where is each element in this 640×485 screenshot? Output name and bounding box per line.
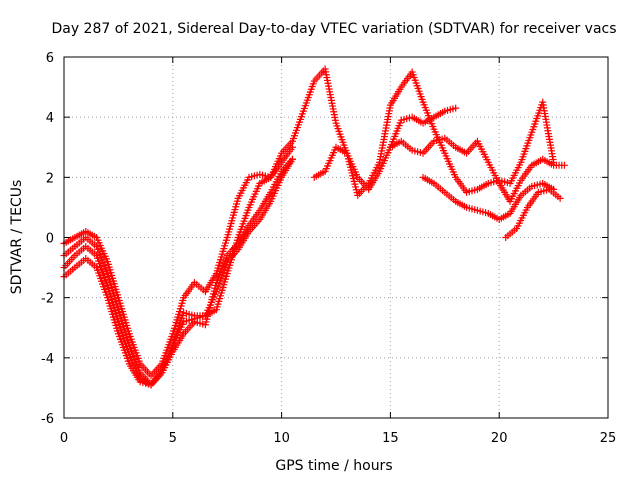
- x-tick-label: 25: [600, 431, 617, 446]
- x-tick-label: 15: [382, 431, 399, 446]
- y-tick-label: 4: [46, 111, 54, 126]
- x-axis-label: GPS time / hours: [275, 458, 392, 474]
- data-point: [560, 161, 568, 169]
- y-tick-label: 0: [46, 232, 54, 247]
- y-tick-label: -4: [41, 352, 54, 367]
- y-axis-label: SDTVAR / TECUs: [9, 180, 25, 295]
- series-trace-4: [60, 155, 296, 389]
- data-point: [288, 155, 296, 163]
- y-tick-label: -6: [41, 412, 54, 427]
- data-point: [452, 104, 460, 112]
- series-trace-5: [310, 104, 460, 193]
- data-point: [556, 194, 564, 202]
- x-tick-label: 10: [273, 431, 290, 446]
- series-trace-8: [502, 185, 564, 241]
- x-tick-label: 0: [60, 431, 68, 446]
- tick-layer: 0 5 10 15 20 25 -6 -4 -2 0 2 4 6: [41, 51, 616, 446]
- series-trace-3: [60, 155, 296, 389]
- series-trace-6: [386, 134, 568, 205]
- y-tick-label: 6: [46, 51, 54, 66]
- y-tick-label: -2: [41, 292, 54, 307]
- x-tick-label: 5: [169, 431, 177, 446]
- series-trace-7: [419, 173, 558, 223]
- chart-title: Day 287 of 2021, Sidereal Day-to-day VTE…: [51, 21, 616, 37]
- data-layer: [60, 65, 568, 389]
- x-tick-label: 20: [491, 431, 508, 446]
- series-trace-1: [60, 143, 296, 380]
- y-tick-label: 2: [46, 171, 54, 186]
